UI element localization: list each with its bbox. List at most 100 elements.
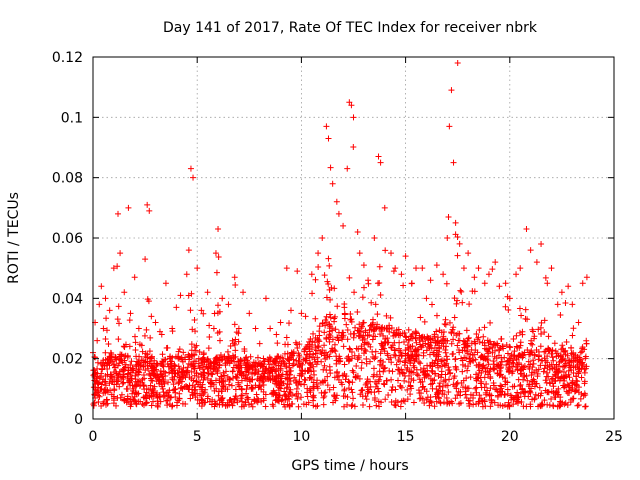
data-point (419, 378, 426, 385)
data-point (401, 373, 408, 380)
data-point (249, 403, 256, 410)
data-point (232, 393, 239, 400)
data-point (407, 382, 414, 389)
data-point (123, 385, 130, 392)
data-point (104, 359, 111, 366)
data-point (159, 373, 166, 380)
data-point (238, 398, 245, 405)
data-point (91, 367, 98, 374)
data-point (525, 351, 532, 358)
data-point (191, 358, 198, 365)
data-point (241, 348, 248, 355)
data-point (457, 388, 464, 395)
data-point (229, 352, 236, 359)
data-point (180, 364, 187, 371)
data-point (308, 346, 315, 353)
data-point (205, 345, 212, 352)
data-point (352, 374, 359, 381)
data-point (179, 385, 186, 392)
data-point (252, 382, 259, 389)
data-point (517, 352, 524, 359)
data-point (334, 303, 341, 310)
data-point (105, 341, 112, 348)
data-point (383, 377, 390, 384)
data-point (566, 387, 573, 394)
data-point (319, 320, 326, 327)
data-point (433, 352, 440, 359)
data-point (164, 361, 171, 368)
data-point (200, 377, 207, 384)
data-point (521, 349, 528, 356)
data-point (363, 396, 370, 403)
data-point (564, 352, 571, 359)
data-point (108, 391, 115, 398)
data-point (156, 393, 163, 400)
data-point (506, 364, 513, 371)
data-point (541, 317, 548, 324)
data-point (380, 364, 387, 371)
data-point (434, 338, 441, 345)
data-point (312, 276, 319, 283)
data-point (448, 87, 455, 94)
data-point (371, 328, 378, 335)
data-point (436, 380, 443, 387)
data-point (369, 336, 376, 343)
data-point (583, 340, 590, 347)
data-point (330, 384, 337, 391)
data-point (229, 402, 236, 409)
data-point (507, 344, 514, 351)
data-point (143, 326, 150, 333)
data-point (481, 398, 488, 405)
data-point (213, 368, 220, 375)
data-point (175, 378, 182, 385)
data-point (576, 354, 583, 361)
data-point (506, 403, 513, 410)
data-point (330, 399, 337, 406)
data-point (117, 356, 124, 363)
data-point (513, 343, 520, 350)
data-point (503, 342, 510, 349)
data-point (98, 381, 105, 388)
data-point (353, 362, 360, 369)
data-point (535, 403, 542, 410)
data-point (327, 314, 334, 321)
data-point (287, 307, 294, 314)
data-point (324, 278, 331, 285)
data-point (541, 397, 548, 404)
data-point (509, 383, 516, 390)
data-point (163, 344, 170, 351)
data-point (339, 381, 346, 388)
data-point (126, 317, 133, 324)
data-point (262, 295, 269, 302)
data-point (174, 399, 181, 406)
data-point (581, 390, 588, 397)
data-point (448, 340, 455, 347)
data-point (164, 397, 171, 404)
data-point (488, 399, 495, 406)
data-point (162, 356, 169, 363)
data-point (397, 349, 404, 356)
data-point (453, 300, 460, 307)
data-point (334, 334, 341, 341)
data-point (352, 374, 359, 381)
data-point (475, 370, 482, 377)
data-point (582, 353, 589, 360)
data-point (325, 255, 332, 262)
data-point (450, 350, 457, 357)
data-point (561, 377, 568, 384)
data-point (469, 288, 476, 295)
data-point (477, 395, 484, 402)
data-point (530, 376, 537, 383)
data-point (358, 323, 365, 330)
data-point (163, 397, 170, 404)
data-point (226, 381, 233, 388)
data-point (553, 389, 560, 396)
data-point (243, 386, 250, 393)
data-point (348, 102, 355, 109)
data-point (286, 396, 293, 403)
data-point (431, 370, 438, 377)
data-point (285, 393, 292, 400)
data-point (114, 263, 121, 270)
data-point (314, 342, 321, 349)
data-point (121, 371, 128, 378)
